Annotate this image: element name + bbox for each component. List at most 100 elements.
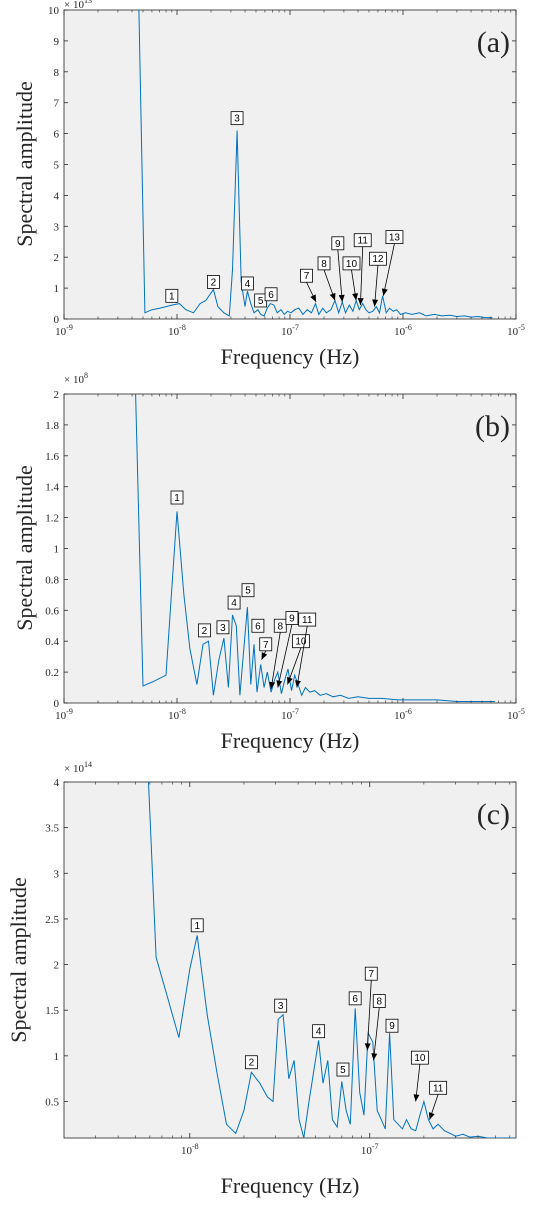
- annotation-box: [300, 268, 313, 283]
- annotation-label: 4: [316, 1027, 322, 1038]
- annotation-box: [298, 612, 317, 627]
- annotation-label: 11: [358, 236, 369, 247]
- annotation-box: [369, 251, 387, 266]
- annotation-label: 3: [220, 623, 226, 634]
- annotation-label: 11: [302, 615, 313, 626]
- annotation-label: 7: [263, 640, 269, 651]
- y-multiplier: × 1014: [64, 760, 92, 775]
- y-tick-label: 1.8: [45, 420, 59, 432]
- y-tick-label: 5: [54, 160, 60, 172]
- annotation-box: [410, 1050, 429, 1065]
- annotation-arrowhead: [352, 293, 359, 301]
- annotation-box: [251, 618, 265, 633]
- y-tick-label: 9: [54, 36, 60, 48]
- annotation-box: [227, 595, 241, 610]
- y-tick-label: 0.8: [45, 574, 59, 586]
- y-tick-label: 0.5: [45, 1096, 59, 1108]
- annotation-label: 3: [278, 1001, 284, 1012]
- y-tick-label: 0.2: [45, 667, 59, 679]
- x-axis-label: Frequency (Hz): [221, 344, 360, 369]
- annotation-box: [385, 1018, 399, 1033]
- annotation-label: 3: [234, 114, 240, 125]
- y-tick-label: 2: [54, 389, 60, 401]
- annotation-label: 5: [340, 1065, 346, 1076]
- annotation-box: [331, 236, 345, 251]
- annotation-arrowhead: [338, 294, 345, 303]
- annotation-box: [285, 611, 299, 625]
- annotation-arrowhead: [329, 292, 336, 301]
- annotation-box: [244, 1055, 258, 1070]
- panel-label: (a): [477, 26, 510, 59]
- annotation-label: 6: [255, 621, 261, 632]
- annotation-box: [170, 490, 184, 505]
- annotation-arrow: [366, 980, 372, 1051]
- annotation-box: [342, 256, 361, 271]
- x-tick-label: 10-6: [394, 323, 412, 338]
- x-tick-label: 10-8: [168, 323, 186, 338]
- annotation-label: 1: [174, 493, 180, 504]
- annotation-box: [372, 994, 386, 1008]
- x-tick-label: 10-5: [507, 707, 525, 722]
- annotation-box: [336, 1062, 350, 1077]
- x-tick-label: 10-7: [281, 323, 299, 338]
- annotation-label: 8: [376, 997, 382, 1008]
- annotation-box: [353, 233, 372, 248]
- annotation-label: 10: [414, 1053, 426, 1064]
- annotation-box: [312, 1024, 326, 1039]
- x-tick-label: 10-9: [55, 707, 73, 722]
- y-tick-label: 8: [54, 67, 60, 79]
- x-tick-label: 10-9: [55, 323, 73, 338]
- annotation-box: [198, 623, 211, 638]
- x-axis-label: Frequency (Hz): [221, 728, 360, 753]
- plot-area: [63, 9, 517, 320]
- y-tick-label: 3: [54, 221, 60, 233]
- annotation-label: 6: [268, 290, 274, 301]
- y-tick-label: 2.5: [45, 914, 59, 926]
- annotation-arrowhead: [371, 1053, 378, 1061]
- annotation-box: [230, 111, 244, 126]
- y-tick-label: 3: [54, 868, 60, 880]
- annotation-arrow: [277, 624, 293, 688]
- panel-label: (c): [477, 798, 510, 831]
- annotation-label: 8: [321, 259, 327, 270]
- y-tick-label: 1.5: [45, 1005, 59, 1017]
- panel-label: (b): [475, 410, 510, 443]
- annotation-label: 4: [231, 598, 237, 609]
- annotation-label: 9: [289, 614, 295, 625]
- annotation-label: 1: [169, 291, 175, 302]
- annotation-arrowhead: [276, 680, 283, 688]
- annotation-arrowhead: [357, 297, 364, 306]
- chart-panel-2: 0 0.2 0.4 0.6 0.8 1 1.2 1.4 1.6 1.8 2 10-9 10-8 10-7 1…: [12, 371, 525, 753]
- annotation-box: [207, 275, 220, 289]
- y-axis-label: Spectral amplitude: [12, 81, 37, 247]
- x-tick-label: 10-7: [281, 707, 299, 722]
- y-multiplier: × 108: [64, 371, 88, 386]
- y-tick-label: 7: [54, 98, 60, 110]
- y-tick-label: 1.2: [45, 513, 59, 525]
- annotation-box: [348, 991, 362, 1006]
- annotation-label: 5: [258, 296, 264, 307]
- annotation-label: 9: [389, 1021, 395, 1032]
- x-tick-label: 10-8: [168, 707, 186, 722]
- annotation-label: 2: [202, 626, 208, 637]
- annotation-label: 7: [368, 969, 374, 980]
- annotation-box: [273, 618, 287, 633]
- annotation-label: 4: [245, 279, 251, 290]
- annotation-box: [241, 583, 255, 598]
- y-tick-label: 0: [54, 314, 60, 326]
- annotation-label: 5: [245, 586, 251, 597]
- annotation-arrowhead: [295, 680, 301, 688]
- series-line: [148, 782, 514, 1138]
- y-tick-label: 1.4: [45, 482, 59, 494]
- annotation-label: 12: [372, 254, 384, 265]
- annotation-arrow: [373, 1007, 380, 1061]
- annotation-arrowhead: [413, 1094, 420, 1102]
- y-tick-label: 1: [54, 1051, 60, 1063]
- annotation-label: 13: [389, 233, 401, 244]
- annotation-arrow: [270, 632, 281, 690]
- annotation-box: [264, 287, 278, 302]
- annotation-arrow: [382, 243, 395, 296]
- y-axis-label: Spectral amplitude: [12, 465, 37, 631]
- annotation-box: [259, 637, 273, 652]
